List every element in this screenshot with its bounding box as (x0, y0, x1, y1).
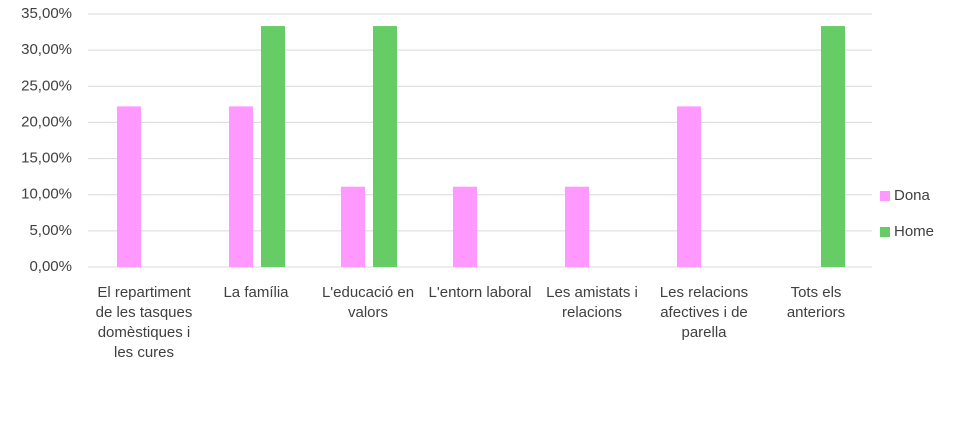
legend-swatch (880, 191, 890, 201)
y-tick-label: 30,00% (21, 41, 72, 58)
x-tick-label: L'entorn laboral (428, 284, 532, 301)
x-tick-label: Les amistats i relacions (546, 284, 638, 321)
bar (677, 106, 701, 268)
y-tick-label: 25,00% (21, 77, 72, 94)
bar (565, 186, 589, 267)
y-tick-label: 20,00% (21, 113, 72, 130)
x-tick-label: El repartiment de les tasques domèstique… (95, 284, 193, 361)
x-tick-label: La família (223, 284, 289, 301)
y-tick-label: 5,00% (29, 222, 72, 239)
y-tick-label: 10,00% (21, 186, 72, 203)
legend-swatch (880, 227, 890, 237)
bar (261, 26, 285, 267)
bar (821, 26, 845, 267)
y-tick-label: 0,00% (29, 258, 72, 275)
y-tick-label: 15,00% (21, 150, 72, 167)
x-tick-label: Tots els anteriors (786, 284, 846, 321)
bar (117, 106, 141, 268)
legend-label: Home (894, 223, 934, 240)
bar (341, 186, 365, 267)
x-tick-label: L'educació en valors (321, 284, 415, 321)
bar (373, 26, 397, 267)
y-tick-label: 35,00% (21, 5, 72, 22)
legend-label: Dona (894, 187, 931, 204)
bar (453, 186, 477, 267)
bar (229, 106, 253, 268)
x-tick-label: Les relacions afectives i de parella (659, 284, 749, 341)
